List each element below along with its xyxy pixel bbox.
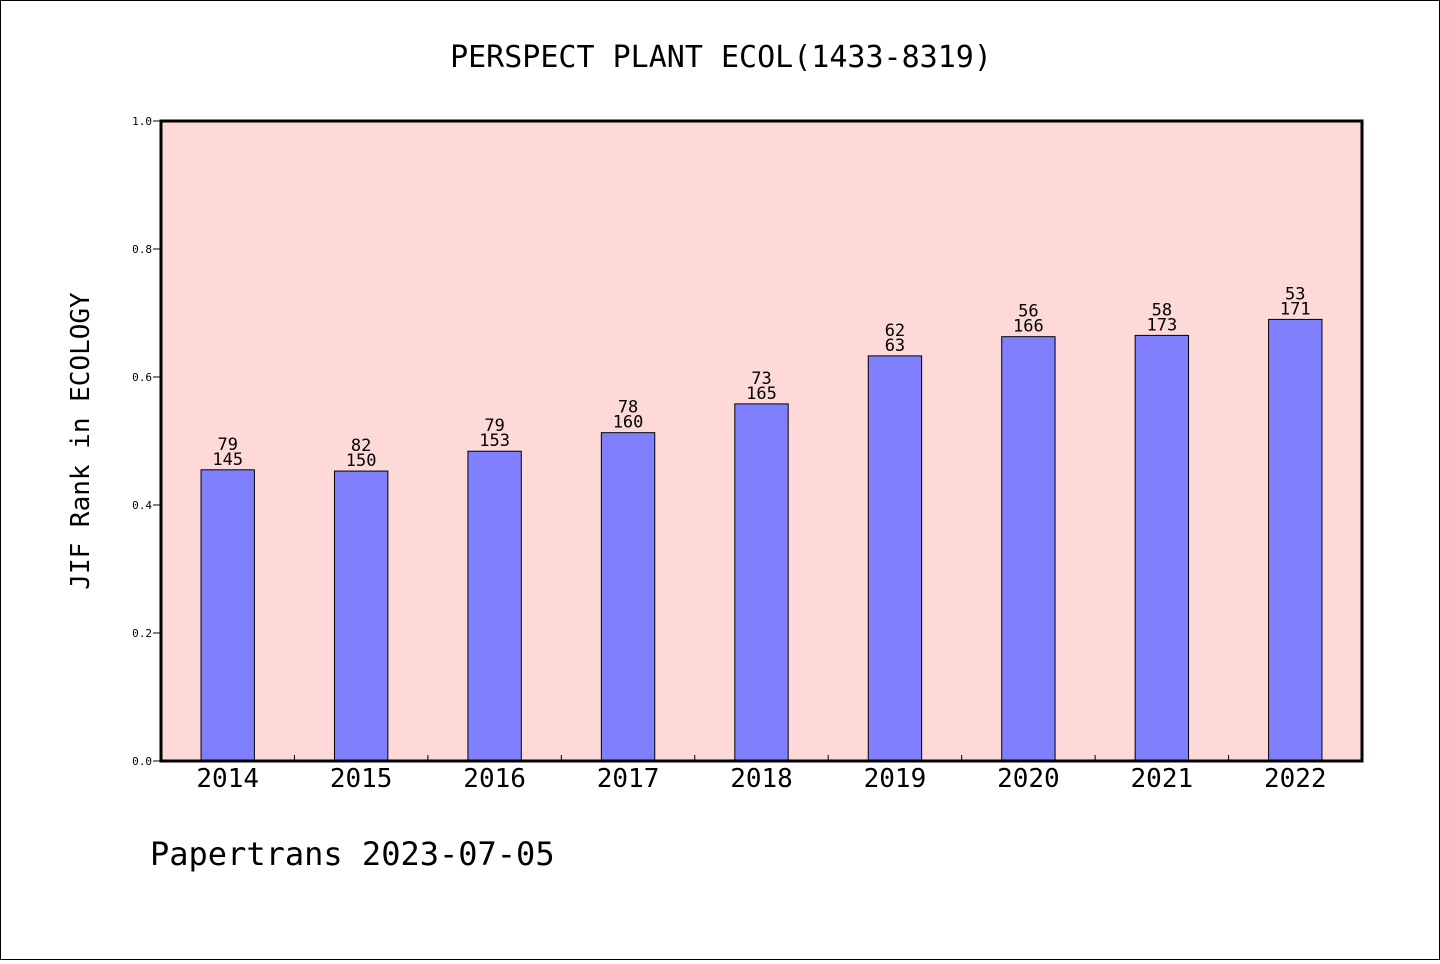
y-tick-label: 0.2 [132,627,152,640]
data-labels: 7914582150791537816073165626356166581735… [212,284,1310,471]
x-tick-label: 2017 [597,764,660,794]
data-label-bottom: 153 [479,431,510,451]
x-tick-label: 2019 [864,764,927,794]
y-tick-label: 0.6 [132,371,152,384]
y-tick-label: 0.0 [132,755,152,768]
y-axis: 0.0 0.2 0.4 0.6 0.8 1.0 [132,115,161,768]
data-label-bottom: 150 [346,451,377,471]
bars [200,318,1323,762]
x-tick-label: 2016 [463,764,526,794]
data-label-top: 53 [1285,284,1305,304]
data-label-top: 82 [351,436,371,456]
data-label-bottom: 145 [212,450,243,470]
y-tick-label: 0.4 [132,499,152,512]
y-axis-label: JIF Rank in ECOLOGY [66,292,96,590]
data-label-bottom: 173 [1146,315,1177,335]
x-tick-label: 2020 [997,764,1060,794]
x-tick-label: 2015 [330,764,393,794]
x-tick-label: 2022 [1264,764,1327,794]
data-label-top: 56 [1018,302,1038,322]
bar [333,470,389,762]
data-label-bottom: 165 [746,384,777,404]
data-label-top: 73 [751,369,771,389]
y-tick-label: 1.0 [132,115,152,128]
data-label-top: 58 [1152,300,1172,320]
x-tick-label: 2014 [196,764,259,794]
bar [734,403,789,762]
chart-title: PERSPECT PLANT ECOL(1433-8319) [450,40,992,75]
bar [867,355,923,762]
plot-border [159,119,1364,763]
bar [1134,334,1190,762]
y-tick-label: 0.8 [132,243,152,256]
data-label-bottom: 63 [885,336,905,356]
bar [1268,318,1323,762]
x-axis: 2014 2015 2016 2017 2018 2019 2020 2021 2022 [196,755,1327,794]
data-label-bottom: 171 [1280,299,1311,319]
footer-credit: Papertrans 2023-07-05 [150,835,555,873]
x-tick-label: 2021 [1131,764,1194,794]
x-tick-label: 2018 [730,764,793,794]
data-label-bottom: 166 [1013,317,1044,337]
data-label-top: 79 [484,416,504,436]
data-label-top: 62 [885,321,905,341]
bar [200,469,255,762]
data-label-top: 78 [618,398,638,418]
bar [1001,336,1056,762]
bar [467,450,522,762]
data-label-top: 79 [217,435,237,455]
data-label-bottom: 160 [613,413,644,433]
bar [600,432,656,762]
